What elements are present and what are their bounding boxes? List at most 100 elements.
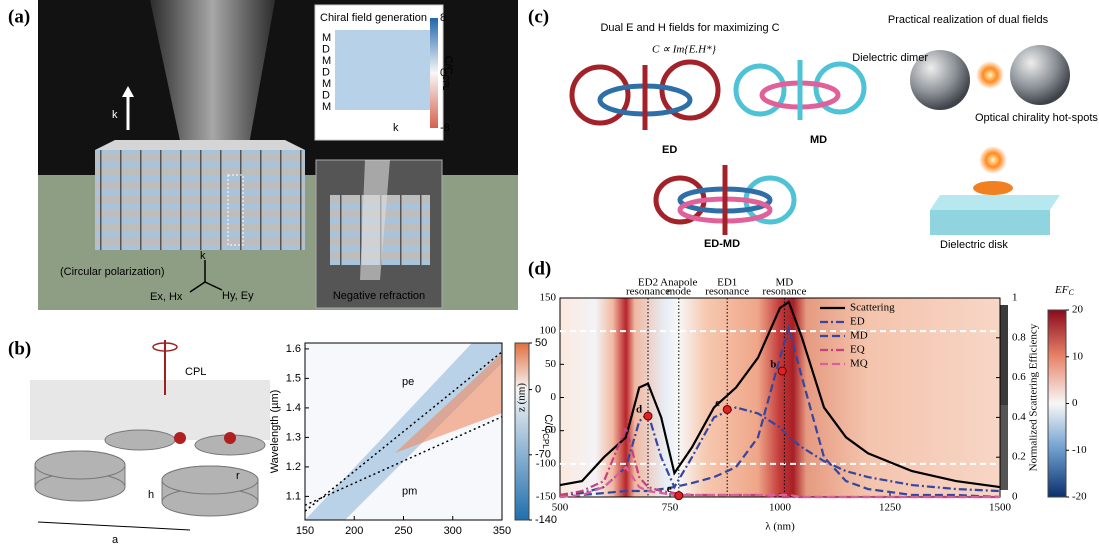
- x-tick-label: 250: [394, 525, 412, 537]
- colorbar-label-main: C/C: [442, 56, 454, 75]
- k-arrow-head: [122, 86, 134, 97]
- y-tick-label: 1.5: [286, 372, 301, 384]
- unit-cell: [227, 174, 244, 246]
- row-label: D: [322, 66, 330, 78]
- y-tick-label: 1.2: [286, 461, 301, 473]
- colorbar-tick-label: 0: [535, 383, 541, 395]
- colorbar-tick-label: -70: [535, 449, 551, 461]
- y-tick-label: 1.6: [286, 343, 301, 355]
- label: MD: [810, 134, 827, 146]
- legend-label: MD: [850, 330, 868, 342]
- k-label: k: [393, 122, 399, 134]
- cpl-label: CPL: [185, 366, 206, 378]
- disks: [34, 429, 266, 517]
- colorbar-label-main: C/C: [542, 414, 554, 433]
- refracted-beam: [360, 160, 390, 280]
- colorbar: [1047, 309, 1067, 498]
- beam: [150, 0, 275, 150]
- dipole: [224, 432, 236, 444]
- h-label: h: [148, 489, 154, 501]
- y-tick-label: 150: [540, 292, 557, 304]
- reference-label: Anapole: [660, 277, 697, 289]
- y2-axis-label: Normalized Scattering Efficiency: [1028, 323, 1040, 471]
- x-tick-label: 300: [444, 525, 462, 537]
- label: Dielectric dimer: [852, 52, 928, 64]
- y-tick-label: 100: [540, 325, 557, 337]
- point-label: b: [770, 358, 776, 370]
- reference-label: MD: [776, 277, 794, 289]
- colorbar-tick-label: 50: [535, 337, 547, 349]
- colorbar-label-main: EF: [1054, 284, 1069, 296]
- axes-icon: [189, 260, 223, 293]
- x-tick-label: 150: [296, 525, 314, 537]
- polarization: (Circular polarization): [60, 266, 165, 278]
- inset-title: Chiral field generation: [320, 12, 427, 24]
- metamaterial: [95, 150, 305, 250]
- y-tick-label: 1.4: [286, 402, 301, 414]
- legend-label: Scattering: [850, 302, 895, 314]
- colorbar-label: EFC: [1054, 284, 1074, 297]
- reference-label: resonance: [705, 286, 749, 298]
- series-line: [559, 406, 1001, 497]
- colorbar-label-sub: CPL: [441, 75, 450, 91]
- y2-tick-label: 1: [1012, 292, 1018, 304]
- colorbar-label-sub: CPL: [541, 433, 550, 449]
- colorbar-tick: 8: [440, 12, 446, 24]
- metamaterial-top: [95, 140, 305, 150]
- row-label: M: [322, 78, 331, 90]
- row-label: M: [322, 32, 331, 44]
- legend-label: EQ: [850, 344, 865, 356]
- inset-colorbar: [430, 18, 438, 128]
- point-label: e: [667, 483, 672, 495]
- colorbar-tick-label: -20: [1072, 491, 1087, 503]
- x-tick-label: 1500: [989, 502, 1012, 514]
- series-label: pe: [402, 376, 414, 388]
- colorbar-label-sub: C: [1068, 288, 1074, 297]
- legend-label: ED: [850, 316, 865, 328]
- point-label: c: [715, 397, 720, 409]
- row-label: D: [322, 89, 330, 101]
- y-tick-label: -50: [541, 424, 556, 436]
- cpl-ring: [152, 342, 178, 352]
- colorbar-tick-label: 20: [1072, 304, 1084, 316]
- marker-point: [643, 411, 653, 421]
- panel-label: (c): [528, 6, 549, 27]
- reference-label: ED2: [638, 277, 658, 289]
- label: Dielectric disk: [940, 239, 1008, 251]
- r-label: r: [236, 470, 240, 482]
- panel-c: [569, 45, 1070, 235]
- y-tick-label: 0: [551, 391, 557, 403]
- series-label: pm: [402, 486, 417, 498]
- series-line: [559, 465, 1000, 499]
- negative-refraction: Negative refraction: [333, 290, 425, 302]
- marker-point: [777, 366, 787, 376]
- k-label: k: [112, 109, 118, 121]
- y-tick-label: 50: [545, 358, 557, 370]
- x-tick-label: 1250: [879, 502, 902, 514]
- axis-label: k: [200, 250, 206, 262]
- x-axis-label: λ (nm): [765, 521, 795, 533]
- x-tick-label: 1000: [769, 502, 792, 514]
- dipole: [174, 432, 186, 444]
- title: Practical realization of dual fields: [888, 14, 1049, 26]
- a-bar: [37, 521, 191, 531]
- y-tick-label: 1.3: [286, 431, 301, 443]
- colorbar-tick-label: 10: [1072, 350, 1084, 362]
- reference-label: resonance: [762, 286, 806, 298]
- row-label: M: [322, 101, 331, 113]
- reference-label: resonance: [626, 286, 670, 298]
- y2-tick-label: 0.6: [1012, 371, 1026, 383]
- colorbar-label: C/CCPL: [441, 56, 454, 91]
- colorbar-tick-label: -10: [1072, 444, 1087, 456]
- row-label: D: [322, 43, 330, 55]
- reference-label: ED1: [717, 277, 737, 289]
- inset-field: [335, 30, 430, 110]
- colorbar-tick: -8: [440, 122, 450, 134]
- y2-tick-label: 0.2: [1012, 451, 1026, 463]
- heatmap-band: [395, 353, 502, 453]
- reference-label: mode: [667, 286, 692, 298]
- colorbar-tick-label: 0: [1072, 397, 1078, 409]
- label: ED: [662, 144, 677, 156]
